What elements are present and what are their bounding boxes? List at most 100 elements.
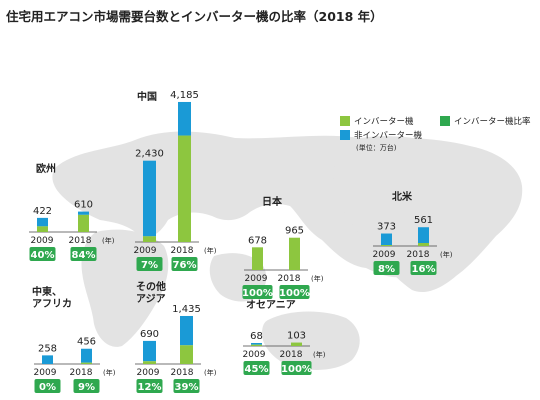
region-4-bar-2009-non-inverter	[42, 355, 53, 364]
region-4-year-2018: 2018	[70, 368, 93, 378]
region-1-bar-2018-non-inverter	[178, 101, 191, 136]
region-1-year-suffix: (年)	[204, 246, 217, 255]
region-1-year-2009: 2009	[134, 246, 157, 256]
region-3-total-2009: 373	[377, 222, 396, 233]
chart-title: 住宅用エアコン市場需要台数とインバーター機の比率（2018 年）	[6, 9, 383, 24]
region-1-ratio-2009: 7%	[141, 260, 158, 271]
region-1-name: 中国	[137, 90, 157, 103]
region-6-ratio-badge-2018	[281, 361, 312, 375]
region-5-year-2009: 2009	[137, 368, 160, 378]
region-3-bar-2009-inverter	[381, 245, 392, 246]
map-landmass-north-america	[333, 138, 523, 293]
region-5-bar-2009-inverter	[143, 361, 156, 364]
region-1-bar-2009-non-inverter	[143, 160, 156, 237]
map-landmass-oceania	[262, 311, 360, 370]
region-6-name: オセアニア	[246, 299, 296, 311]
region-4-ratio-2009: 0%	[39, 382, 56, 393]
region-0-total-2009: 422	[33, 206, 52, 217]
region-5-ratio-badge-2018	[173, 379, 200, 393]
region-3-ratio-badge-2018	[410, 261, 437, 275]
region-1-total-2018: 4,185	[170, 90, 199, 101]
region-2-ratio-badge-2018	[279, 285, 310, 299]
region-0-total-2018: 610	[74, 200, 93, 211]
region-5-ratio-2018: 39%	[175, 382, 199, 393]
legend-non-inverter: 非インバーター機	[354, 131, 423, 141]
region-3-year-suffix: (年)	[440, 250, 453, 259]
region-2-bar-2018-inverter	[289, 237, 300, 270]
region-1-ratio-badge-2018	[171, 257, 198, 271]
region-3-bar-2018-inverter	[418, 242, 429, 246]
region-2-ratio-2009: 100%	[242, 288, 273, 299]
region-0-year-2018: 2018	[69, 236, 92, 246]
region-6-year-suffix: (年)	[313, 350, 326, 359]
legend-ratio: インバーター機比率	[454, 117, 531, 127]
region-6-ratio-2018: 100%	[281, 364, 312, 375]
region-2-ratio-badge-2009	[242, 285, 273, 299]
region-0-bar-2018-non-inverter	[78, 211, 89, 215]
region-4-ratio-badge-2018	[73, 379, 100, 393]
legend-inverter: インバーター機	[354, 117, 414, 127]
legend-swatch-ratio	[440, 116, 450, 126]
region-5-ratio-badge-2009	[136, 379, 163, 393]
legend-swatch-inverter	[340, 116, 350, 126]
region-3-bar-2009-non-inverter	[381, 233, 392, 246]
region-5-year-2018: 2018	[171, 368, 194, 378]
region-3-bar-2018-non-inverter	[418, 227, 429, 243]
region-0-year-suffix: (年)	[102, 236, 115, 245]
region-2-bar-2009-inverter	[252, 247, 263, 270]
region-5-year-suffix: (年)	[204, 368, 217, 377]
region-6-ratio-2009: 45%	[245, 364, 269, 375]
region-2-total-2009: 678	[248, 235, 267, 246]
region-1-bar-2009-inverter	[143, 236, 156, 242]
region-1-ratio-badge-2009	[136, 257, 163, 271]
region-4-total-2018: 456	[77, 337, 96, 348]
region-4-ratio-badge-2009	[34, 379, 61, 393]
region-6-bar-2009-non-inverter	[251, 343, 262, 345]
region-2-year-2009: 2009	[245, 274, 268, 284]
region-3-ratio-2018: 16%	[412, 264, 436, 275]
region-0-bar-2009-non-inverter	[37, 217, 48, 227]
region-2-ratio-2018: 100%	[279, 288, 310, 299]
region-0-bar-2018-inverter	[78, 214, 89, 232]
legend-unit: (単位：万台)	[356, 144, 397, 152]
region-3-year-2018: 2018	[407, 250, 430, 260]
region-4-bar-2018-non-inverter	[81, 348, 92, 363]
region-6-total-2009: 68	[250, 331, 263, 342]
region-5-total-2018: 1,435	[172, 304, 201, 315]
region-6-bar-2009-inverter	[251, 344, 262, 346]
region-0-name: 欧州	[36, 162, 56, 175]
region-0-bar-2009-inverter	[37, 226, 48, 232]
region-2-total-2018: 965	[285, 226, 304, 237]
region-4-total-2009: 258	[38, 343, 57, 354]
region-4-year-2009: 2009	[34, 368, 57, 378]
legend-swatch-non-inverter	[340, 130, 350, 140]
region-1-ratio-2018: 76%	[173, 260, 197, 271]
region-4-year-suffix: (年)	[103, 368, 116, 377]
region-4-name: アフリカ	[32, 298, 72, 310]
region-2-year-suffix: (年)	[311, 274, 324, 283]
region-0-ratio-badge-2018	[70, 247, 97, 261]
region-4-ratio-2018: 9%	[78, 382, 95, 393]
region-5-ratio-2009: 12%	[138, 382, 162, 393]
region-2-name: 日本	[262, 195, 283, 208]
region-6-bar-2018-inverter	[291, 342, 302, 346]
region-5-name: その他	[136, 280, 166, 293]
region-6-ratio-badge-2009	[243, 361, 270, 375]
region-5-total-2009: 690	[140, 329, 159, 340]
region-5-bar-2018-inverter	[180, 345, 193, 364]
region-4-name: 中東、	[32, 285, 62, 298]
region-1-bar-2018-inverter	[178, 135, 191, 242]
region-1-total-2009: 2,430	[135, 149, 164, 160]
region-0-ratio-badge-2009	[29, 247, 56, 261]
region-6-total-2018: 103	[287, 331, 306, 342]
region-3-total-2018: 561	[414, 215, 433, 226]
region-3-name: 北米	[392, 190, 413, 203]
region-3-ratio-2009: 8%	[378, 264, 395, 275]
region-3-year-2009: 2009	[373, 250, 396, 260]
region-6-year-2018: 2018	[280, 350, 303, 360]
region-5-name: アジア	[136, 293, 166, 305]
region-0-year-2009: 2009	[31, 236, 54, 246]
region-3-ratio-badge-2009	[373, 261, 400, 275]
region-6-year-2009: 2009	[243, 350, 266, 360]
